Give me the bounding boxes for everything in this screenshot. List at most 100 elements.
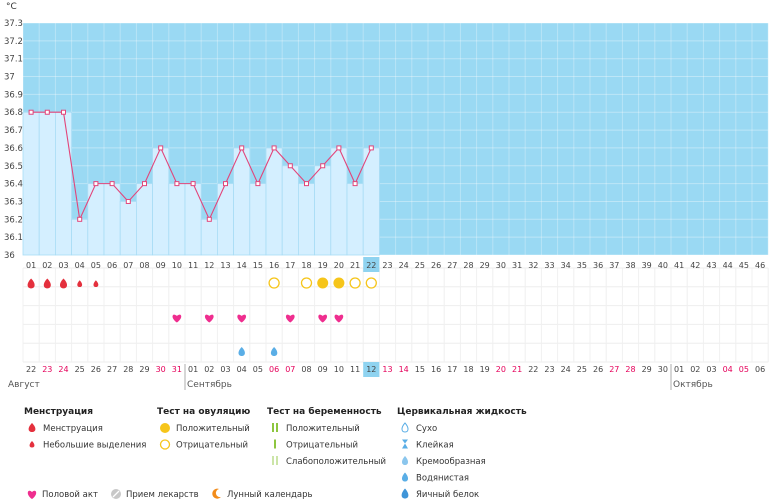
ovulation-negative-icon[interactable] <box>365 277 377 289</box>
intercourse-heart-icon[interactable] <box>334 314 344 323</box>
cycle-day-label[interactable]: 18 <box>301 261 311 270</box>
cycle-day-label[interactable]: 23 <box>382 261 392 270</box>
creamy-icon <box>401 456 409 465</box>
eggwhite-icon <box>401 488 409 499</box>
cycle-day-label[interactable]: 25 <box>415 261 425 270</box>
cycle-day-label[interactable]: 43 <box>706 261 716 270</box>
temperature-point[interactable] <box>304 181 309 187</box>
cycle-day-label[interactable]: 03 <box>58 261 68 270</box>
cycle-day-label[interactable]: 17 <box>285 261 295 270</box>
temperature-point[interactable] <box>93 181 99 187</box>
date-label: 14 <box>399 365 409 374</box>
cycle-day-label[interactable]: 28 <box>463 261 473 270</box>
cycle-day-label[interactable]: 39 <box>642 261 652 270</box>
cycle-day-label[interactable]: 38 <box>625 261 635 270</box>
menstruation-icon[interactable] <box>27 278 35 289</box>
watery-fluid-icon[interactable] <box>238 347 245 356</box>
menstruation-icon[interactable] <box>59 278 68 289</box>
cycle-day-label[interactable]: 32 <box>528 261 538 270</box>
date-label: 28 <box>625 365 635 374</box>
cycle-day-label[interactable]: 21 <box>350 261 360 270</box>
ovulation-negative-icon[interactable] <box>349 277 361 289</box>
cycle-day-label[interactable]: 45 <box>739 261 749 270</box>
temperature-point[interactable] <box>368 145 374 151</box>
temperature-point[interactable] <box>28 109 34 115</box>
ovulation-positive-icon[interactable] <box>333 277 345 289</box>
cycle-day-label[interactable]: 40 <box>658 261 668 270</box>
cycle-day-label[interactable]: 41 <box>674 261 684 270</box>
temperature-bar <box>265 147 283 256</box>
temperature-point[interactable] <box>77 216 83 222</box>
cycle-day-label[interactable]: 02 <box>42 261 52 270</box>
cycle-day-label[interactable]: 24 <box>399 261 409 270</box>
temperature-point[interactable] <box>125 198 131 204</box>
intercourse-heart-icon[interactable] <box>318 314 328 323</box>
cycle-day-label[interactable]: 08 <box>139 261 149 270</box>
cycle-day-label[interactable]: 19 <box>318 261 328 270</box>
temperature-point[interactable] <box>223 181 228 187</box>
cycle-day-axis[interactable]: 01 02 03 04 05 06 07 08 09 10 11 12 13 14 15 16 17 18 19 20… <box>26 257 765 272</box>
cycle-day-label[interactable]: 37 <box>609 261 619 270</box>
cycle-day-label[interactable]: 34 <box>561 261 571 270</box>
cycle-day-label[interactable]: 35 <box>577 261 587 270</box>
temperature-point[interactable] <box>44 109 50 115</box>
temperature-point[interactable] <box>255 181 261 187</box>
cycle-day-label[interactable]: 26 <box>431 261 441 270</box>
cycle-day-label[interactable]: 01 <box>26 261 36 270</box>
menstruation-icon[interactable] <box>43 278 51 289</box>
cycle-day-label[interactable]: 44 <box>723 261 733 270</box>
cycle-day-label[interactable]: 10 <box>172 261 182 270</box>
ovulation-positive-icon[interactable] <box>317 277 329 289</box>
intercourse-heart-icon[interactable] <box>172 314 182 323</box>
temperature-point[interactable] <box>239 145 245 151</box>
temperature-point[interactable] <box>206 216 212 222</box>
light-spotting-icon[interactable] <box>93 280 99 288</box>
temperature-point[interactable] <box>287 163 293 169</box>
temperature-point[interactable] <box>109 181 115 187</box>
intercourse-heart-icon[interactable] <box>237 314 247 323</box>
cycle-day-label[interactable]: 11 <box>188 261 198 270</box>
cycle-day-label[interactable]: 20 <box>334 261 344 270</box>
cycle-day-label[interactable]: 09 <box>156 261 166 270</box>
temperature-point[interactable] <box>352 181 358 187</box>
temperature-polyline <box>31 111 372 222</box>
temperature-point[interactable] <box>142 181 147 187</box>
temperature-point[interactable] <box>174 181 180 187</box>
cycle-day-label[interactable]: 05 <box>91 261 101 270</box>
marker-rows[interactable] <box>27 277 377 357</box>
cycle-day-label[interactable]: 31 <box>512 261 522 270</box>
cycle-day-label[interactable]: 16 <box>269 261 279 270</box>
cycle-day-label[interactable]: 36 <box>593 261 603 270</box>
temperature-bar <box>330 147 348 256</box>
temperature-point[interactable] <box>190 181 196 187</box>
temperature-point[interactable] <box>158 145 164 151</box>
ovulation-negative-icon[interactable] <box>300 277 313 289</box>
date-label: 23 <box>42 365 52 374</box>
cycle-day-label[interactable]: 46 <box>755 261 765 270</box>
temperature-point[interactable] <box>336 145 342 151</box>
cycle-day-label[interactable]: 13 <box>220 261 230 270</box>
cycle-day-label[interactable]: 22 <box>366 261 376 270</box>
intercourse-heart-icon[interactable] <box>204 314 214 323</box>
temperature-bar <box>233 147 251 256</box>
temperature-point[interactable] <box>271 145 277 151</box>
cycle-day-label[interactable]: 07 <box>123 261 133 270</box>
cycle-day-label[interactable]: 12 <box>204 261 214 270</box>
date-label: 01 <box>674 365 684 374</box>
cycle-day-label[interactable]: 06 <box>107 261 117 270</box>
cycle-day-label[interactable]: 42 <box>690 261 700 270</box>
cycle-day-label[interactable]: 33 <box>544 261 554 270</box>
ovulation-negative-icon[interactable] <box>268 277 280 289</box>
temperature-point[interactable] <box>320 163 326 169</box>
cycle-day-label[interactable]: 27 <box>447 261 457 270</box>
cycle-day-label[interactable]: 29 <box>480 261 490 270</box>
month-label: Октябрь <box>673 380 713 390</box>
cycle-day-label[interactable]: 14 <box>237 261 247 270</box>
intercourse-heart-icon[interactable] <box>285 314 295 323</box>
light-spotting-icon[interactable] <box>77 280 83 288</box>
cycle-day-label[interactable]: 15 <box>253 261 263 270</box>
cycle-day-label[interactable]: 04 <box>75 261 85 270</box>
watery-fluid-icon[interactable] <box>270 347 278 356</box>
cycle-day-label[interactable]: 30 <box>496 261 506 270</box>
temperature-point[interactable] <box>61 109 66 115</box>
